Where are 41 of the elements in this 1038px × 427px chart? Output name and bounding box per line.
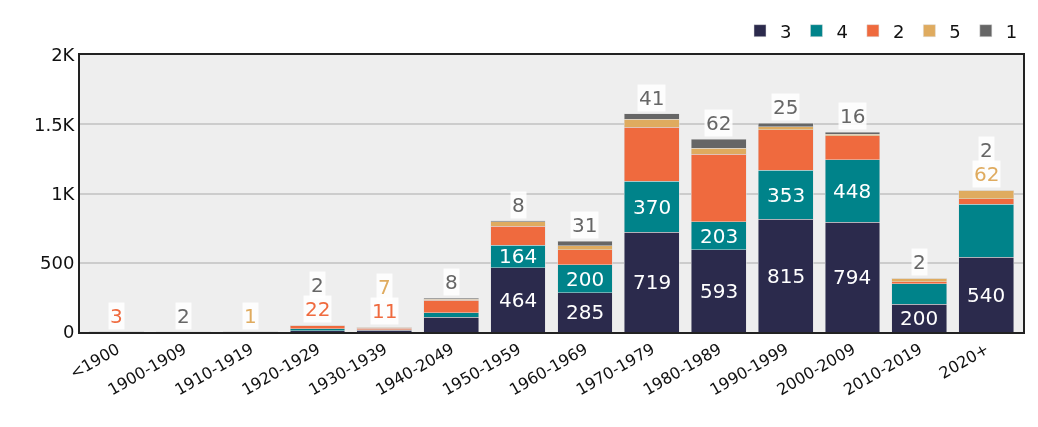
legend-label: 5 [949,20,961,42]
data-label: 31 [572,213,598,237]
data-label: 370 [633,195,672,219]
data-label: 815 [767,264,806,288]
data-label: 22 [305,297,331,321]
y-tick-label: 500 [40,252,75,274]
data-label: 2 [913,250,926,274]
data-label: 11 [372,299,398,323]
data-label: 448 [833,179,872,203]
legend-label: 1 [1005,20,1018,42]
data-label: 2 [311,273,324,297]
legend-label: 4 [836,20,848,42]
data-label: 16 [840,104,866,128]
y-tick-label: 0 [62,321,75,343]
legend-label: 3 [780,20,792,42]
y-tick-label: 1.5K [33,113,76,135]
legend-label: 2 [892,20,905,42]
data-label: 3 [110,304,123,328]
data-label: 593 [700,279,739,303]
data-label: 62 [974,162,1000,186]
data-label: 25 [773,95,799,119]
data-label: 464 [499,288,538,312]
data-label: 719 [633,270,672,294]
data-label: 7 [378,275,391,299]
data-label: 200 [566,267,605,291]
data-label: 2 [980,138,993,162]
data-label: 200 [900,306,939,330]
data-label: 353 [767,183,806,207]
data-label: 203 [700,224,739,248]
data-label: 62 [706,111,732,135]
data-label: 164 [499,244,538,268]
data-label: 8 [512,193,525,217]
y-tick-label: 2K [51,44,76,66]
y-tick-label: 1K [51,182,76,204]
data-label: 285 [566,300,605,324]
data-label: 8 [445,270,458,294]
data-label: 41 [639,86,665,110]
data-label: 1 [244,304,257,328]
data-label: 2 [177,304,190,328]
data-label: 540 [967,283,1006,307]
data-label: 794 [833,265,872,289]
